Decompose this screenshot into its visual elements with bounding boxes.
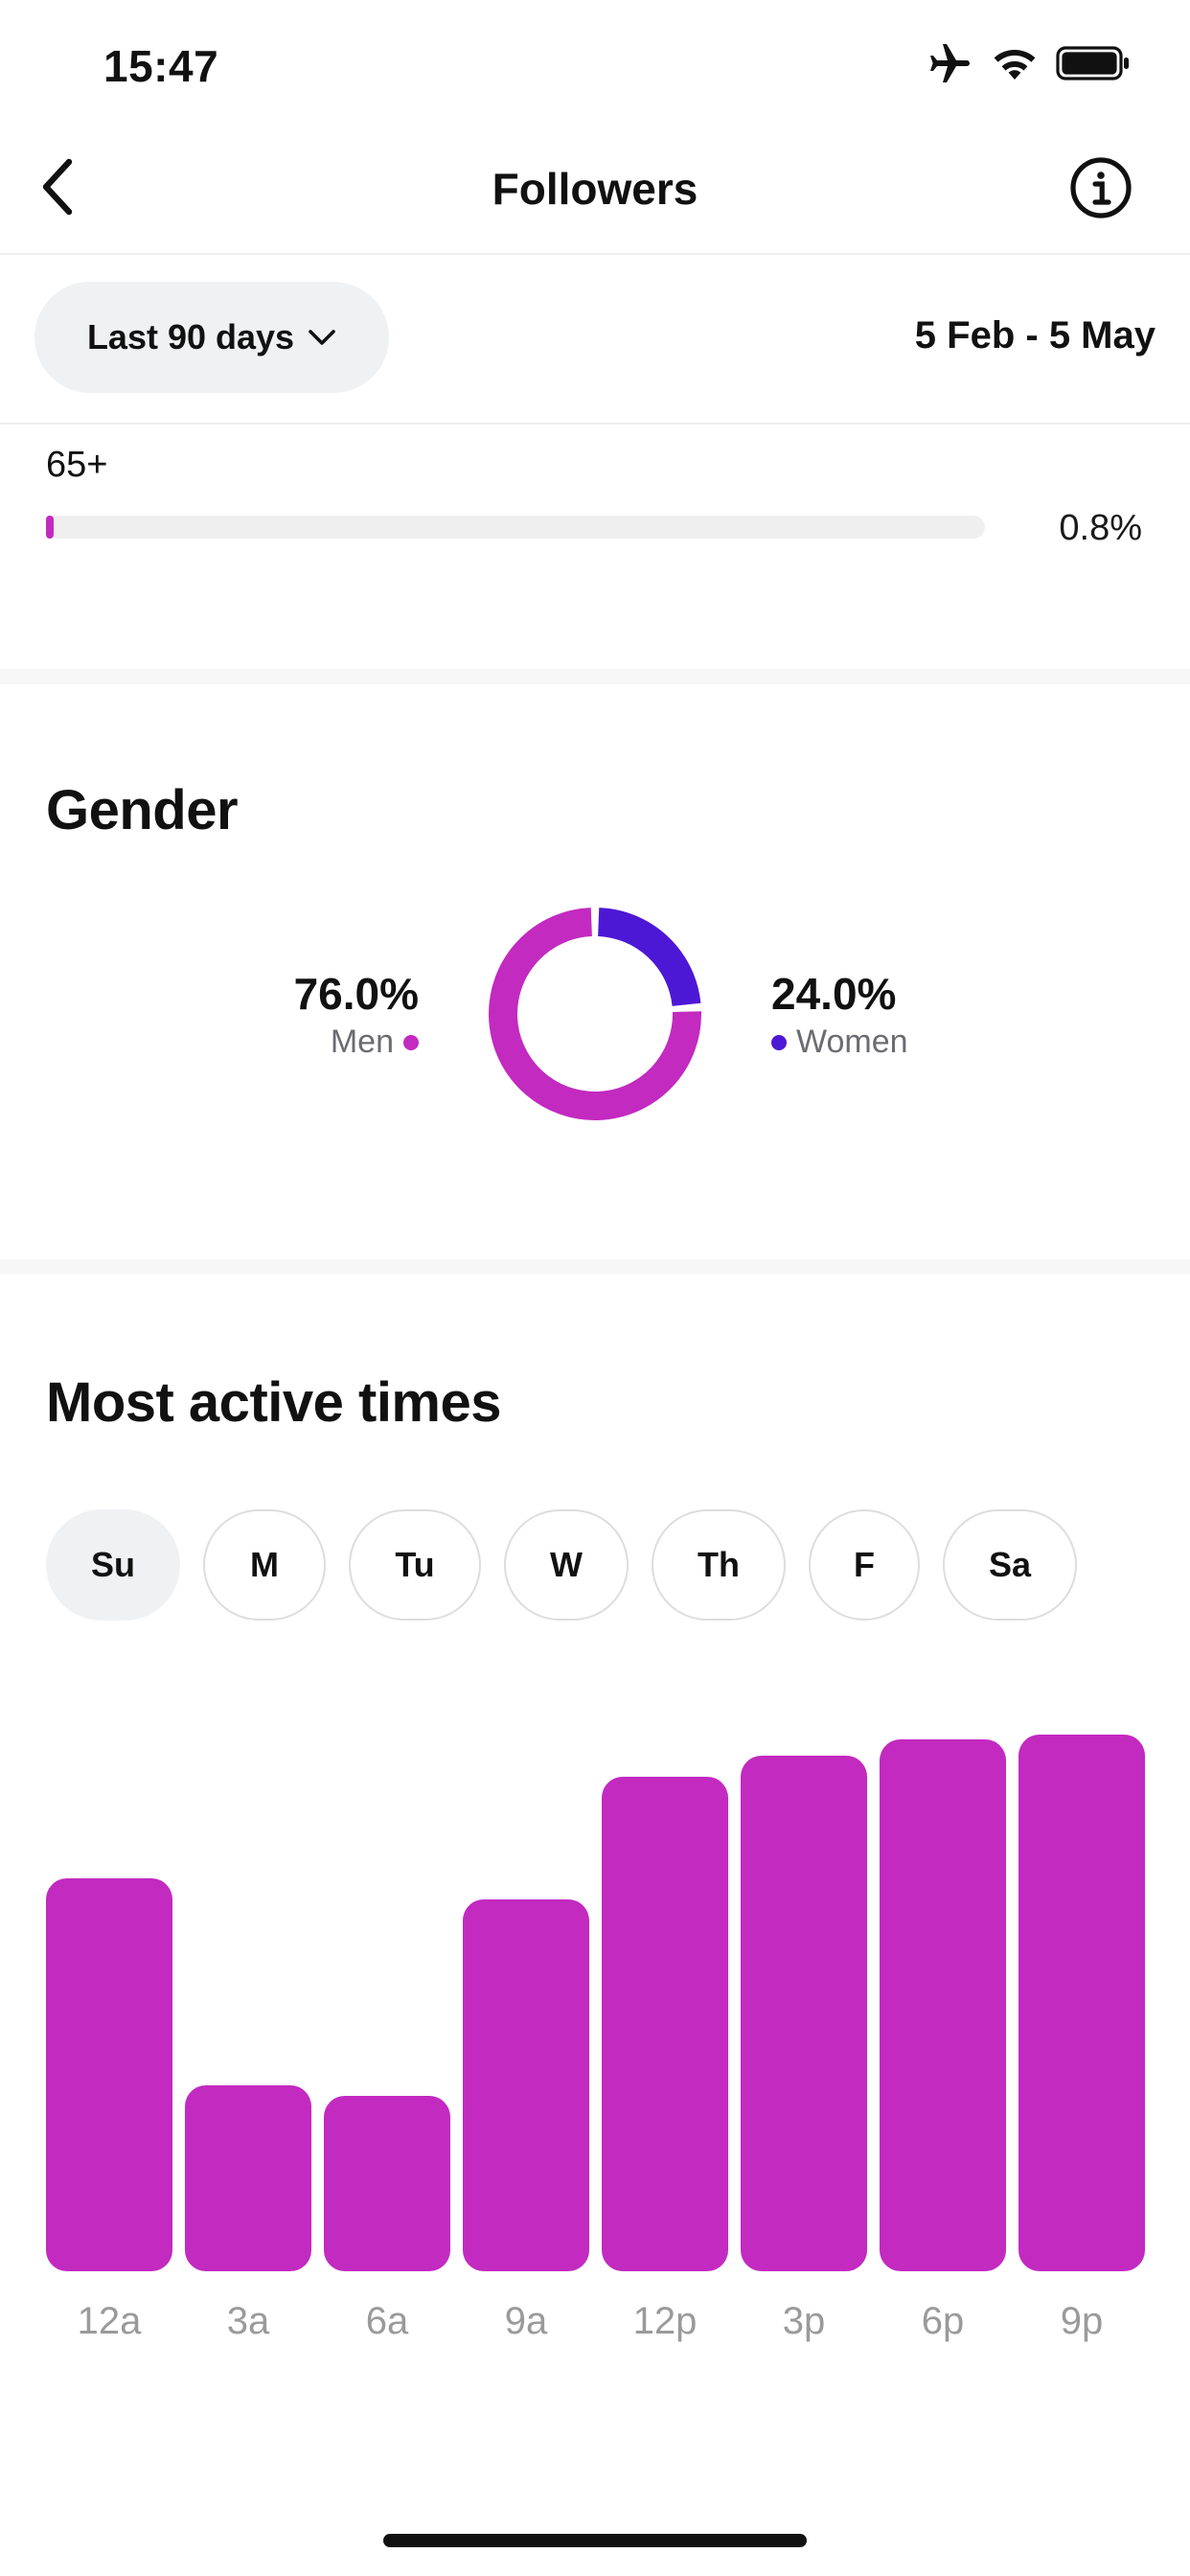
chart-bar-3p [741,1756,867,2271]
day-tab-friday[interactable]: F [809,1509,920,1621]
chart-x-label-9a: 9a [504,2300,548,2342]
active-times-bar-chart: 12a 3a 6a 9a 12p 3p 6p 9p [46,1687,1145,2358]
chart-x-label-6p: 6p [921,2300,965,2342]
battery-icon [1056,46,1129,80]
chart-x-label-9p: 9p [1060,2300,1104,2342]
bars-area [46,1687,1145,2271]
age-progress-track [46,516,985,539]
chart-bar-12a [46,1878,172,2271]
women-percentage: 24.0% [771,969,897,1019]
filter-divider [0,423,1190,425]
status-time: 15:47 [103,41,219,91]
date-range-dropdown-label: Last 90 days [86,317,295,356]
wifi-icon [994,49,1036,80]
chart-bar-6p [880,1739,1006,2271]
page-title: Followers [492,164,698,214]
chevron-left-icon [42,158,73,216]
gender-title: Gender [46,779,239,841]
section-separator [0,1259,1190,1275]
day-tab-monday[interactable]: M [203,1509,326,1621]
chart-x-label-12p: 12p [632,2300,698,2342]
section-separator [0,669,1190,684]
info-icon [1070,157,1132,218]
women-label: Women [796,1024,908,1060]
age-group-label: 65+ [46,445,108,485]
women-legend: Women [771,1024,908,1061]
date-range-text: 5 Feb - 5 May [914,314,1156,356]
status-icons [927,42,1133,84]
donut-slice-men [489,908,701,1120]
age-progress-fill [46,516,54,539]
info-button[interactable] [1069,156,1133,219]
day-tab-wednesday[interactable]: W [504,1509,629,1621]
home-indicator[interactable] [383,2534,807,2547]
day-tab-thursday[interactable]: Th [652,1509,786,1621]
men-percentage: 76.0% [293,969,419,1019]
men-legend: Men [331,1024,419,1061]
chart-x-label-3a: 3a [226,2300,270,2342]
chart-x-label-3p: 3p [782,2300,826,2342]
chart-x-label-12a: 12a [77,2300,142,2342]
gender-donut-chart [489,908,701,1120]
women-dot-icon [771,1034,787,1050]
back-button[interactable] [29,153,86,220]
day-tab-saturday[interactable]: Sa [943,1509,1077,1621]
chart-bar-3a [185,2085,311,2271]
men-dot-icon [403,1034,419,1050]
date-range-dropdown[interactable]: Last 90 days [34,282,389,393]
chart-bar-6a [324,2096,450,2271]
day-tab-tuesday[interactable]: Tu [349,1509,481,1621]
chart-bar-12p [602,1777,728,2271]
most-active-times-title: Most active times [46,1371,502,1434]
day-selector: Su M Tu W Th F Sa [46,1509,1077,1621]
day-tab-sunday[interactable]: Su [46,1509,180,1621]
header-divider [0,253,1190,255]
chart-x-label-6a: 6a [365,2300,409,2342]
airplane-icon [930,44,970,82]
chevron-down-icon [309,330,335,345]
chart-bar-9p [1018,1735,1145,2271]
men-label: Men [330,1024,394,1060]
age-group-value: 0.8% [1059,508,1142,548]
donut-slice-women [597,908,701,1007]
chart-bar-9a [463,1899,589,2271]
